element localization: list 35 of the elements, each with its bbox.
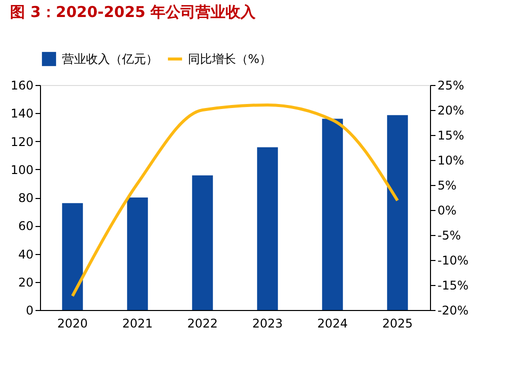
y2-tick-label: 25% (438, 78, 464, 92)
y-tick-label: 100 (10, 162, 34, 177)
y-tick-label: 80 (18, 191, 34, 205)
y-tick-label: 120 (10, 134, 34, 149)
y-tick-label: 40 (18, 247, 34, 262)
y2-tick-label: 10% (438, 154, 464, 168)
y2-tick-label: 20% (438, 104, 464, 118)
y2-tick-label: 15% (438, 128, 464, 142)
bar (257, 147, 278, 310)
bar (127, 198, 148, 310)
chart-title: 图 3：2020-2025 年公司营业收入 (10, 3, 257, 21)
y-tick-label: 160 (10, 78, 34, 92)
y-tick-label: 0 (26, 304, 34, 318)
x-tick-label: 2021 (122, 316, 153, 330)
y2-tick-label: -20% (438, 304, 469, 318)
y-tick-label: 140 (10, 106, 34, 121)
y2-tick-label: -15% (438, 278, 469, 292)
y2-tick-label: -5% (438, 228, 461, 242)
y2-tick-label: -10% (438, 254, 469, 268)
bar (62, 203, 83, 310)
y-tick-label: 20 (18, 275, 34, 290)
x-tick-label: 2020 (57, 316, 88, 330)
x-tick-label: 2022 (187, 316, 218, 330)
legend-label: 营业收入（亿元） (62, 52, 158, 66)
y-tick-label: 60 (18, 219, 34, 234)
bar (322, 118, 343, 310)
bar (387, 115, 408, 310)
y2-tick-label: 0% (438, 204, 457, 218)
x-tick-label: 2023 (252, 316, 283, 330)
line-series (71, 104, 399, 298)
x-tick-label: 2025 (382, 316, 413, 330)
bar (192, 175, 213, 310)
x-tick-label: 2024 (317, 316, 348, 330)
legend-label: 同比增长（%） (188, 52, 272, 66)
y2-tick-label: 5% (438, 178, 457, 192)
